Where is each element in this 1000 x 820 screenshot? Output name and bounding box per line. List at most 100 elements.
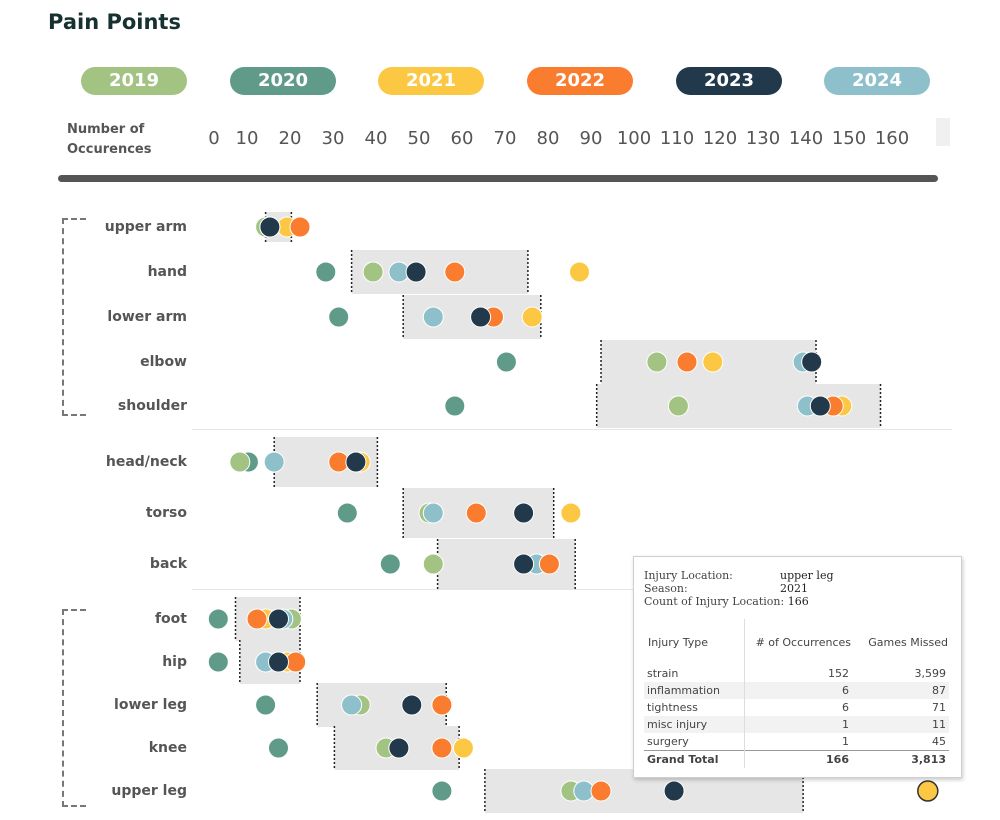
data-point[interactable]: [667, 395, 689, 417]
tooltip-header: Games Missed: [868, 635, 948, 649]
row-label: head/neck: [105, 454, 187, 470]
data-point[interactable]: [422, 502, 444, 524]
tooltip-row: tightness 6 71: [644, 699, 949, 716]
data-point[interactable]: [422, 553, 444, 575]
tooltip-key: Count of Injury Location:: [644, 595, 785, 608]
season-filter-2024[interactable]: 2024: [824, 67, 930, 95]
tooltip-cell: 6: [842, 701, 849, 714]
data-point[interactable]: [263, 451, 285, 473]
tooltip-cell: inflammation: [644, 682, 745, 699]
season-filter-2019[interactable]: 2019: [81, 67, 187, 95]
tooltip-value: 166: [787, 595, 809, 608]
data-point[interactable]: [336, 502, 358, 524]
row-label: hip: [162, 654, 187, 670]
data-point[interactable]: [465, 502, 487, 524]
scrollbar-stub[interactable]: [936, 118, 950, 146]
data-point[interactable]: [255, 694, 277, 716]
season-filter-2020[interactable]: 2020: [230, 67, 336, 95]
data-point[interactable]: [646, 351, 668, 373]
season-filter-2023[interactable]: 2023: [676, 67, 782, 95]
data-point[interactable]: [401, 694, 423, 716]
data-point[interactable]: [268, 608, 289, 630]
upper-body-bracket: [62, 218, 86, 416]
tooltip-cell: 3,599: [914, 667, 947, 680]
x-tick-label: 160: [874, 128, 910, 149]
data-point[interactable]: [345, 451, 367, 473]
data-point[interactable]: [388, 737, 410, 759]
data-point[interactable]: [676, 351, 698, 373]
tooltip: Injury Location: upper leg Season: 2021 Co…: [633, 556, 962, 778]
row-label: elbow: [140, 354, 187, 370]
season-filter-2022[interactable]: 2022: [527, 67, 633, 95]
data-point[interactable]: [513, 502, 535, 524]
season-label: 2022: [554, 70, 606, 91]
data-point[interactable]: [431, 780, 453, 802]
data-point[interactable]: [495, 351, 517, 373]
data-point[interactable]: [259, 216, 281, 238]
data-point[interactable]: [289, 216, 311, 238]
data-point[interactable]: [229, 451, 251, 473]
data-point[interactable]: [452, 737, 474, 759]
data-point[interactable]: [521, 306, 543, 328]
data-point[interactable]: [328, 306, 350, 328]
x-axis-title-line: Number of: [67, 122, 145, 137]
data-point[interactable]: [268, 737, 289, 759]
data-point[interactable]: [560, 502, 582, 524]
header-divider: [58, 175, 938, 182]
data-point[interactable]: [470, 306, 492, 328]
data-point[interactable]: [444, 261, 466, 283]
tooltip-key: Injury Location:: [644, 569, 733, 582]
tooltip-row: misc injury 1 11: [644, 716, 949, 733]
data-point[interactable]: [268, 651, 289, 673]
data-point[interactable]: [431, 694, 453, 716]
data-point[interactable]: [590, 780, 612, 802]
row-label: shoulder: [117, 398, 187, 414]
tooltip-total-row: Grand Total 166 3,813: [644, 750, 949, 768]
data-point[interactable]: [362, 261, 384, 283]
data-point[interactable]: [538, 553, 560, 575]
data-point[interactable]: [702, 351, 724, 373]
tooltip-cell: 45: [932, 735, 946, 748]
data-point[interactable]: [444, 395, 466, 417]
row-label: torso: [145, 505, 187, 521]
data-point[interactable]: [569, 261, 590, 283]
data-point[interactable]: [207, 651, 229, 673]
row-label: back: [149, 556, 187, 572]
x-tick-label: 150: [831, 128, 867, 149]
data-point[interactable]: [379, 553, 401, 575]
tooltip-header: # of Occurrences: [755, 635, 851, 649]
x-tick-label: 120: [702, 128, 738, 149]
data-point[interactable]: [801, 351, 823, 373]
row-label: hand: [147, 264, 187, 280]
data-point[interactable]: [809, 395, 831, 417]
data-point[interactable]: [663, 780, 685, 802]
data-point[interactable]: [341, 694, 363, 716]
x-axis-title-line: Occurences: [67, 142, 152, 157]
data-point[interactable]: [246, 608, 268, 630]
x-tick-label: 50: [407, 128, 431, 149]
data-point[interactable]: [431, 737, 453, 759]
x-tick-label: 10: [235, 128, 259, 149]
tooltip-row: inflammation 6 87: [644, 682, 949, 699]
x-tick-label: 90: [579, 128, 603, 149]
tooltip-cell: 11: [852, 716, 949, 733]
page-title: Pain Points: [48, 10, 181, 34]
x-tick-label: 40: [364, 128, 388, 149]
data-point[interactable]: [422, 306, 444, 328]
x-tick-label: 110: [659, 128, 695, 149]
row-label: lower leg: [114, 697, 187, 713]
tooltip-row: strain 152 3,599: [644, 665, 949, 682]
x-tick-label: 100: [616, 128, 652, 149]
x-axis-title: Number of Occurences: [67, 120, 151, 160]
row-label: upper leg: [111, 783, 187, 799]
data-point[interactable]: [405, 261, 427, 283]
data-point[interactable]: [207, 608, 229, 630]
data-point[interactable]: [513, 553, 535, 575]
season-filter-2021[interactable]: 2021: [378, 67, 484, 95]
tooltip-cell: 71: [932, 701, 946, 714]
data-point[interactable]: [917, 780, 939, 802]
range-band: [317, 683, 447, 727]
data-point[interactable]: [315, 261, 337, 283]
tooltip-header: Injury Type: [644, 619, 745, 665]
